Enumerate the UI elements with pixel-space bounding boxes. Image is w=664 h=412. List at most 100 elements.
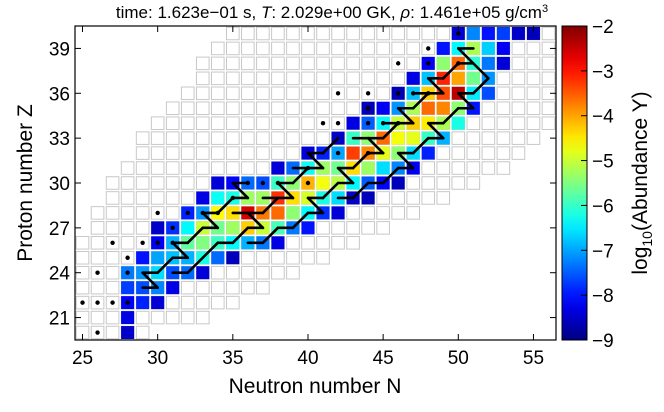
- network-cell: [210, 146, 225, 160]
- network-cell: [210, 41, 225, 56]
- network-cell: [331, 236, 345, 250]
- stable-isotope-dot: [95, 330, 100, 335]
- network-cell: [391, 206, 405, 220]
- network-cell: [331, 116, 345, 130]
- stable-isotope-dot: [320, 120, 326, 126]
- network-cell: [331, 101, 345, 116]
- flow-line: [306, 151, 325, 170]
- abundance-cell: [466, 71, 480, 85]
- network-cell: [90, 295, 105, 310]
- network-cell: [90, 280, 105, 295]
- network-cell: [376, 86, 390, 101]
- network-cell: [180, 280, 195, 295]
- stable-isotope-dot: [110, 300, 115, 305]
- abundance-cell: [406, 131, 420, 145]
- network-cell: [241, 116, 255, 130]
- stable-isotope-dot: [365, 91, 371, 96]
- network-cell: [120, 191, 135, 205]
- x-tick-label: 40: [297, 348, 318, 369]
- abundance-cell: [136, 296, 150, 310]
- abundance-cell: [511, 27, 525, 40]
- x-axis-label: Neutron number N: [229, 375, 402, 398]
- flow-line: [366, 136, 385, 155]
- network-cell: [165, 206, 180, 220]
- flow-line: [426, 77, 445, 95]
- network-cell: [421, 41, 436, 56]
- network-cell: [391, 26, 405, 41]
- network-cell: [331, 86, 345, 101]
- network-cell: [346, 26, 360, 41]
- network-cell: [241, 146, 255, 160]
- stable-isotope-dot: [335, 120, 341, 126]
- y-tick-label: 39: [49, 39, 70, 60]
- network-cell: [361, 56, 375, 71]
- stable-isotope-dot: [80, 300, 85, 305]
- network-cell: [256, 131, 270, 145]
- network-cell: [331, 71, 345, 86]
- x-tick-label: 50: [448, 348, 469, 369]
- abundance-cell: [481, 56, 495, 70]
- network-cell: [210, 56, 225, 71]
- colorbar: [561, 25, 588, 341]
- network-cell: [406, 206, 421, 220]
- abundance-cell: [451, 71, 465, 85]
- flow-line: [246, 211, 265, 230]
- stable-isotope-dot: [335, 150, 341, 156]
- network-cell: [466, 116, 481, 130]
- network-cell: [481, 116, 496, 130]
- network-cell: [346, 101, 360, 116]
- network-cell: [286, 265, 300, 280]
- network-cell: [406, 191, 421, 205]
- flow-line: [351, 181, 370, 200]
- network-cell: [376, 221, 390, 235]
- network-cell: [165, 295, 180, 310]
- stable-isotope-dot: [365, 120, 371, 126]
- network-cell: [376, 71, 390, 86]
- network-cell: [271, 101, 285, 116]
- network-cell: [105, 310, 120, 325]
- network-cell: [496, 146, 511, 160]
- abundance-cell: [316, 176, 330, 190]
- network-cell: [75, 280, 90, 295]
- network-cell: [180, 191, 195, 205]
- network-cell: [210, 101, 225, 116]
- stable-isotope-dot: [335, 91, 341, 96]
- network-cell: [376, 206, 390, 220]
- abundance-cell: [496, 41, 510, 55]
- network-cell: [195, 56, 210, 71]
- network-cell: [120, 236, 135, 250]
- network-cell: [541, 26, 556, 41]
- network-cell: [120, 161, 135, 175]
- network-cell: [135, 310, 150, 325]
- network-cell: [165, 310, 180, 325]
- network-cell: [526, 71, 541, 86]
- network-cell: [105, 176, 120, 190]
- x-tick-label: 45: [373, 348, 394, 369]
- network-cell: [301, 101, 315, 116]
- flow-line: [201, 211, 220, 230]
- abundance-cell: [391, 176, 405, 190]
- flow-line: [321, 136, 340, 155]
- network-cell: [346, 221, 360, 235]
- network-cell: [361, 86, 375, 101]
- abundance-cell: [181, 221, 195, 235]
- network-cell: [241, 26, 255, 41]
- network-cell: [135, 131, 150, 145]
- network-cell: [316, 71, 330, 86]
- network-cell: [226, 56, 240, 71]
- network-cell: [241, 101, 255, 116]
- network-cell: [210, 280, 225, 295]
- network-cell: [481, 146, 496, 160]
- network-cell: [421, 191, 436, 205]
- network-cell: [135, 176, 150, 190]
- network-cell: [165, 101, 180, 116]
- network-cell: [316, 250, 330, 265]
- network-cell: [150, 310, 165, 325]
- network-cell: [526, 56, 541, 71]
- title-part: ρ: [399, 3, 410, 22]
- network-cell: [135, 191, 150, 205]
- stable-isotope-dot: [395, 61, 401, 66]
- network-cell: [150, 131, 165, 145]
- y-tick-label: 27: [49, 219, 70, 240]
- colorbar-ticks: −9 −8 −7 −6 −5 −4 −3 −2: [581, 17, 614, 352]
